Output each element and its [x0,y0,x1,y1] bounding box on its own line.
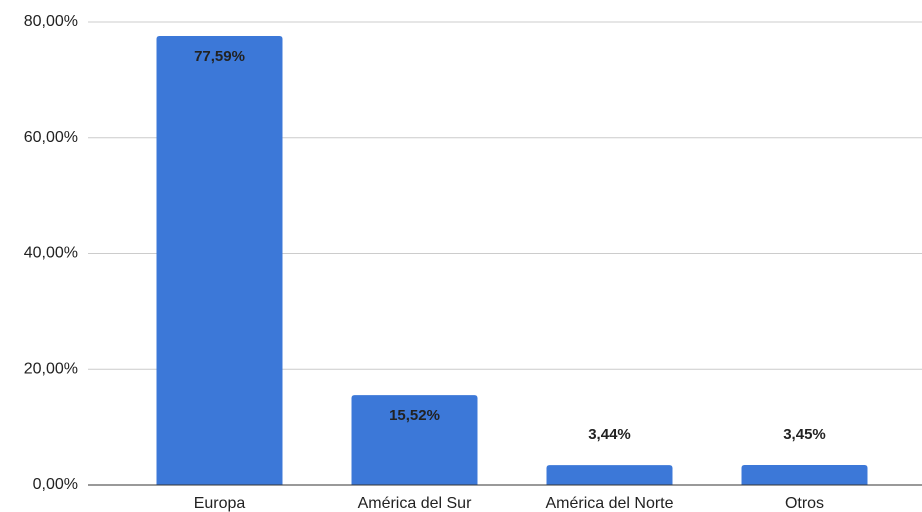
bar [351,395,478,485]
y-tick-label: 0,00% [33,476,78,493]
value-label: 3,44% [588,426,631,443]
value-label: 77,59% [194,48,245,65]
y-tick-label: 80,00% [24,13,78,30]
value-label: 3,45% [783,426,826,443]
y-tick-label: 20,00% [24,360,78,377]
x-tick-label: Otros [785,495,824,512]
y-tick-label: 60,00% [24,129,78,146]
x-tick-label: América del Norte [545,495,673,512]
bar [741,465,868,485]
value-label: 15,52% [389,407,440,424]
x-tick-label: Europa [194,495,246,512]
x-tick-label: América del Sur [358,495,472,512]
bar [546,465,673,485]
bar [156,35,283,485]
y-tick-label: 40,00% [24,245,78,262]
